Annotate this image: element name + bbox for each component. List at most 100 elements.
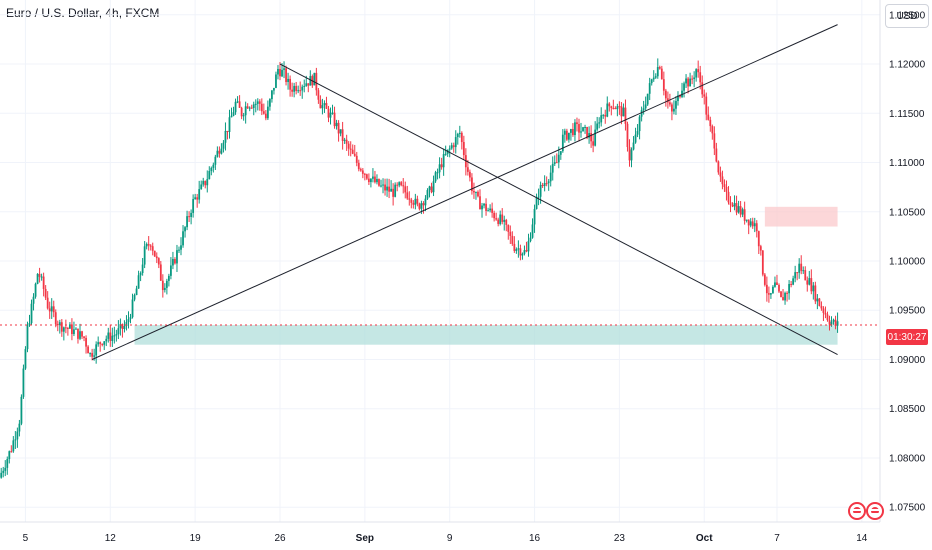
candle-body (408, 198, 411, 200)
economic-event-icon[interactable] (866, 502, 884, 520)
price-tick-label: 1.08500 (889, 404, 926, 415)
candle-body (701, 82, 704, 95)
candle-body (79, 331, 81, 339)
candle-body (93, 355, 96, 357)
candle-body (719, 172, 722, 177)
candle-body (414, 198, 417, 205)
candle-body (271, 90, 273, 100)
candle-body (416, 198, 419, 204)
candle-body (705, 96, 708, 115)
candle-body (444, 153, 447, 155)
candle-body (689, 78, 692, 87)
candle-body (335, 122, 338, 127)
candle-body (418, 203, 421, 209)
candle-body (703, 94, 706, 97)
candle-body (487, 210, 489, 212)
currency-selector[interactable]: USD (885, 4, 929, 28)
candle-body (42, 276, 45, 289)
candle-body (117, 328, 120, 335)
candle-body (174, 259, 176, 264)
candle-body (539, 184, 542, 197)
candle-body (361, 170, 364, 174)
candle-body (99, 342, 102, 344)
candle-body (190, 212, 193, 217)
economic-event-icon[interactable] (848, 502, 866, 520)
candle-body (818, 298, 821, 306)
candle-body (549, 172, 552, 182)
candle-body (315, 72, 318, 91)
candle-body (372, 176, 374, 179)
candle-body (30, 303, 33, 324)
candle-body (355, 155, 358, 163)
candle-body (529, 237, 532, 242)
candle-body (48, 308, 51, 312)
candle-body (693, 77, 696, 80)
candle-body (654, 76, 657, 78)
candle-body (406, 192, 409, 199)
candle-body (410, 199, 413, 203)
candle-body (485, 203, 487, 211)
candle-body (260, 103, 263, 112)
candle-body (588, 133, 590, 138)
candle-body (836, 321, 839, 326)
candle-body (184, 227, 186, 232)
candle-body (828, 320, 831, 325)
candle-body (561, 134, 564, 152)
price-tick-label: 1.09500 (889, 306, 926, 317)
candle-body (412, 202, 415, 205)
candle-body (671, 104, 673, 112)
candle-body (832, 319, 835, 322)
price-tick-label: 1.07500 (889, 503, 926, 514)
candle-body (626, 123, 629, 148)
candle-body (107, 332, 110, 339)
candle-body (499, 214, 502, 224)
candle-body (137, 275, 140, 289)
candle-body (2, 470, 5, 473)
candle-body (176, 250, 178, 264)
time-tick-label: 26 (274, 533, 286, 544)
candle-body (430, 186, 433, 193)
candle-body (681, 90, 683, 97)
candle-body (351, 149, 354, 154)
candle-body (73, 329, 75, 335)
candle-body (450, 145, 453, 149)
candle-body (8, 451, 11, 460)
candle-body (230, 115, 233, 118)
candle-body (547, 181, 550, 184)
candle-body (198, 189, 201, 200)
candle-body (519, 248, 522, 256)
trendline (91, 24, 838, 360)
candle-body (511, 235, 514, 244)
candle-body (436, 172, 439, 174)
candle-body (729, 202, 732, 205)
candle-body (806, 280, 809, 285)
price-axis: 1.12500 1.12000 1.11500 1.11000 1.10500 1.100… (889, 10, 926, 513)
time-tick-label: 7 (774, 533, 780, 544)
candle-body (632, 142, 635, 150)
candle-body (327, 108, 330, 118)
candle-body (830, 321, 833, 325)
candle-body (582, 127, 584, 132)
candle-body (293, 85, 296, 92)
candle-body (545, 183, 548, 185)
candle-body (89, 353, 92, 355)
candle-body (4, 467, 7, 471)
candle-body (493, 212, 496, 219)
candle-body (357, 162, 360, 170)
candle-body (307, 83, 310, 86)
price-tick-label: 1.10500 (889, 207, 926, 218)
candle-body (697, 69, 700, 73)
candle-body (824, 312, 827, 315)
candle-body (365, 174, 368, 179)
candle-body (44, 288, 47, 298)
candle-body (658, 67, 661, 69)
candle-body (301, 86, 304, 91)
candle-body (97, 342, 100, 345)
candle-body (285, 68, 287, 82)
candle-body (432, 181, 435, 193)
candle-body (56, 324, 59, 326)
time-tick-label: 16 (529, 533, 541, 544)
candle-body (325, 103, 328, 109)
candle-body (289, 78, 292, 90)
